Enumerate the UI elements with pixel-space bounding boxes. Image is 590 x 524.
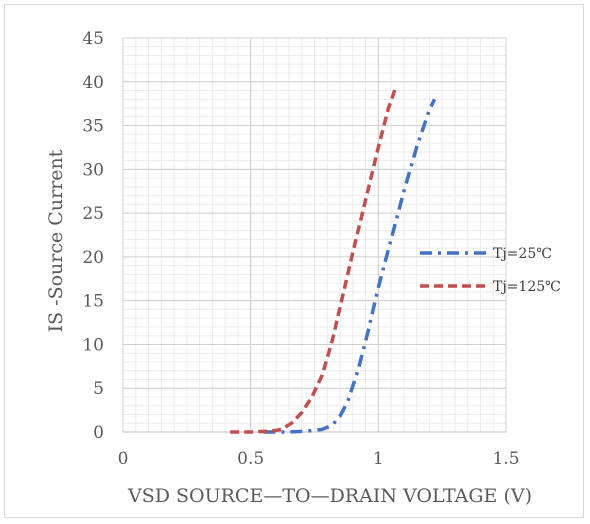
y-tick-label: 30: [82, 160, 104, 180]
y-tick-label: 45: [82, 29, 104, 49]
y-tick-label: 25: [82, 204, 104, 224]
x-tick-label: 0: [118, 449, 129, 469]
y-tick-label: 10: [82, 335, 104, 355]
x-tick-label: 0.5: [237, 449, 264, 469]
series-lines: [230, 85, 437, 434]
y-tick-label: 40: [82, 73, 104, 93]
legend: Tj=25℃ Tj=125℃: [420, 246, 561, 295]
legend-label-1: Tj=25℃: [493, 246, 552, 262]
legend-label-2: Tj=125℃: [493, 279, 561, 295]
y-axis-title: IS -Source Current: [45, 149, 67, 332]
y-tick-label: 35: [82, 117, 104, 137]
grid: [122, 37, 507, 433]
y-tick-label: 20: [82, 248, 104, 268]
series-line-2: [230, 85, 398, 434]
y-tick-labels: 0 5 10 15 20 25 30 35 40 45: [82, 29, 104, 443]
x-tick-label: 1.5: [492, 449, 519, 469]
y-tick-label: 15: [82, 292, 104, 312]
x-tick-labels: 0 0.5 1 1.5: [118, 449, 520, 469]
y-tick-label: 0: [93, 423, 104, 443]
y-tick-label: 5: [93, 379, 104, 399]
x-axis-title: VSD SOURCE—TO—DRAIN VOLTAGE (V): [127, 485, 532, 507]
x-tick-label: 1: [373, 449, 384, 469]
